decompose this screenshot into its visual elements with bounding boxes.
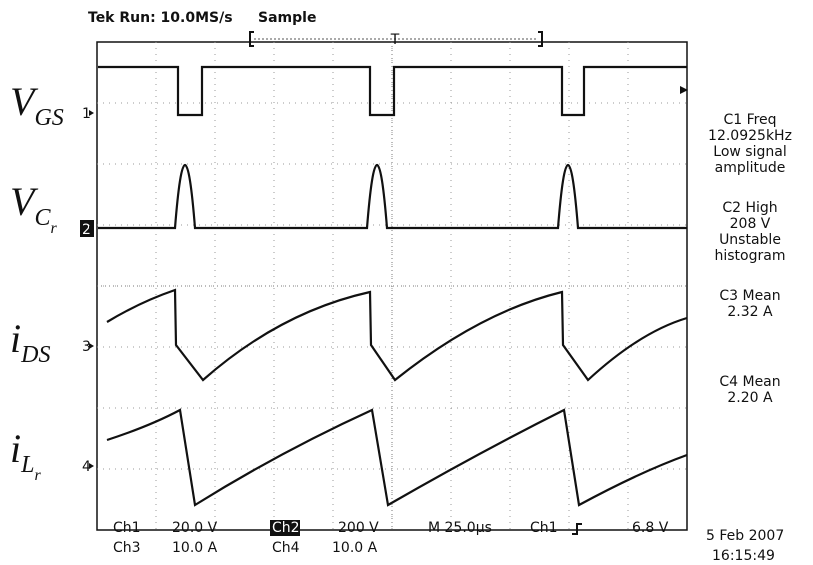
footer-text: Ch1 [530,520,558,536]
footer-text: 200 V [338,520,379,536]
symbol-sub: C [34,205,51,231]
footer-text: Ch4 [272,540,300,556]
ilr-trace [106,408,688,507]
channel-marker: 4 [82,459,91,475]
footer-text: M 25.0µs [428,520,492,536]
symbol-sub: DS [20,342,50,368]
footer-text: Ch2 [272,520,300,536]
symbol-main: i [10,316,21,361]
symbol-main: V [10,179,39,224]
measurement-line: C2 High [722,200,777,216]
measurement-line: 208 V [730,216,771,232]
footer: Ch1 20.0 V Ch2 200 V M 25.0µs Ch1 6.8 V … [113,520,784,564]
header-mode: Sample [258,10,316,26]
footer-text: 10.0 A [332,540,378,556]
record-bracket [249,31,543,47]
channel-marker: 3 [82,339,91,355]
date: 5 Feb 2007 [706,528,784,544]
channel-marker: 2 [82,222,91,238]
edge-icon [572,523,582,535]
footer-text: Ch3 [113,540,141,556]
channel-arrow [89,110,94,116]
trace-symbol: iDS [10,316,50,368]
measurement-line: C3 Mean [719,288,780,304]
measurement-line: histogram [715,248,786,264]
channel-arrow [89,463,94,469]
symbol-main: i [10,426,21,471]
channel-arrow [89,226,94,232]
vcr-trace [98,163,687,230]
symbol-main: V [10,79,39,124]
channel-arrow [89,343,94,349]
header-title: Tek Run: 10.0MS/s [88,10,233,26]
time: 16:15:49 [712,548,775,564]
trace-symbol: VCr [10,179,57,237]
footer-text: 20.0 V [172,520,218,536]
measurement-line: amplitude [715,160,786,176]
channel-marker: 1 [82,106,91,122]
symbol-sub: GS [34,105,63,131]
footer-text: Ch1 [113,520,141,536]
measurement-line: C1 Freq [723,112,776,128]
footer-text: 10.0 A [172,540,218,556]
measurement-line: 12.0925kHz [708,128,792,144]
measurement-line: Unstable [719,232,781,248]
channel-badge [80,220,94,237]
measurement-line: C4 Mean [719,374,780,390]
measurement-line: Low signal [713,144,786,160]
trigger-level-arrow [680,86,688,94]
ch2-badge [270,520,300,536]
ids-trace [106,288,688,382]
measurement-line: 2.32 A [727,304,773,320]
symbol-subsub: r [34,467,41,484]
footer-text: 6.8 V [632,520,669,536]
trigger-marker: T [390,32,400,48]
symbol-subsub: r [50,220,57,237]
trace-symbol: VGS [10,79,64,131]
trace-symbol: iLr [10,426,41,484]
graticule [97,42,687,530]
symbol-sub: L [20,452,34,478]
vgs-trace [98,65,687,117]
measurement-line: 2.20 A [727,390,773,406]
